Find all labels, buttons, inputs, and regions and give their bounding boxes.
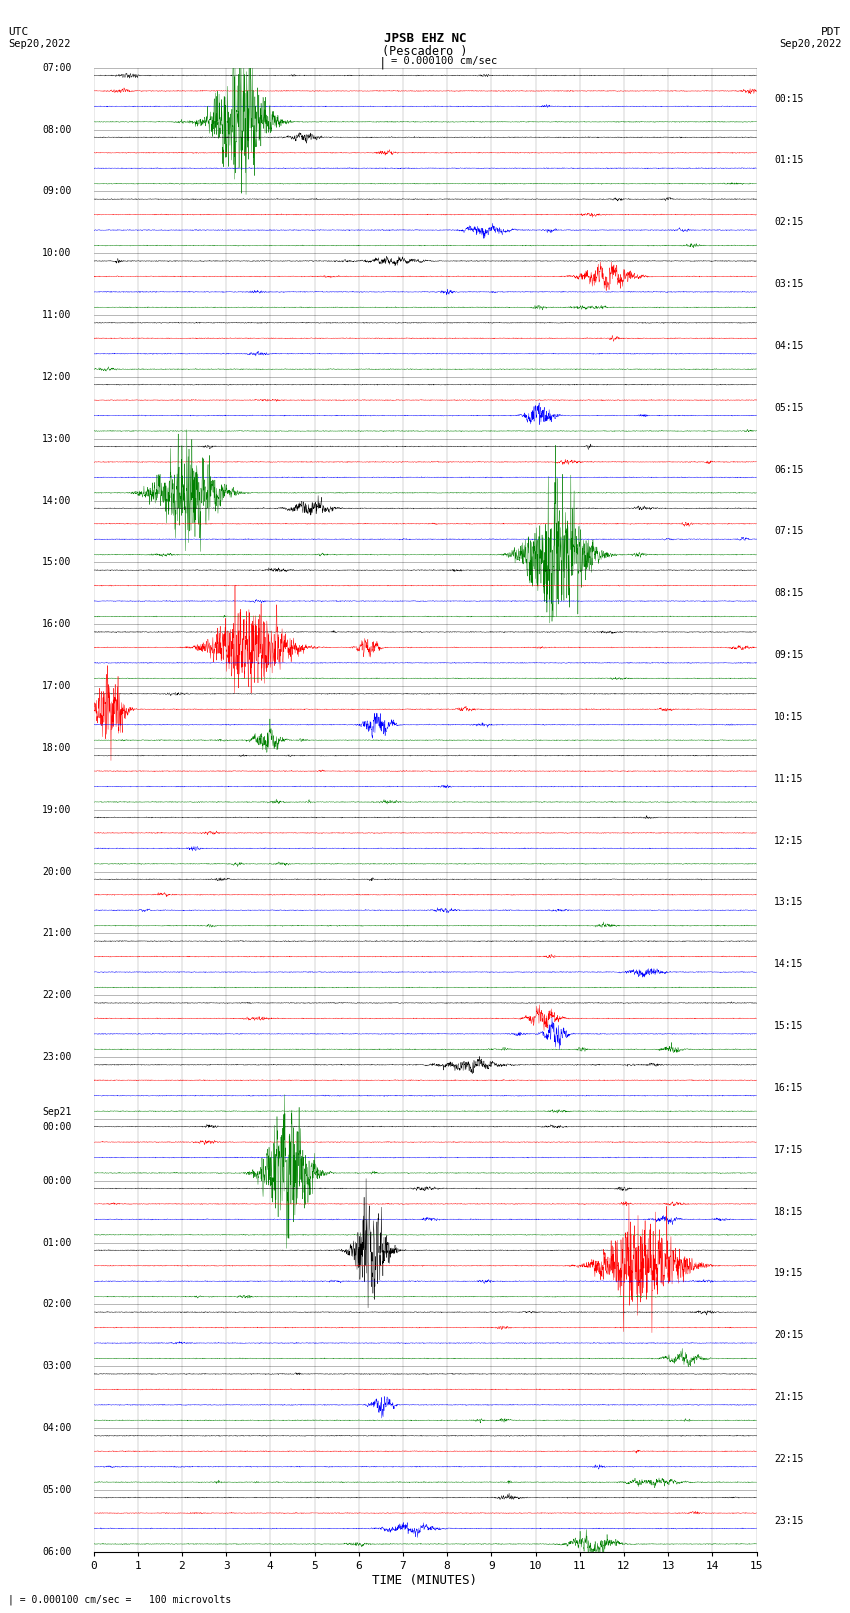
Text: 12:15: 12:15 bbox=[774, 836, 803, 845]
Text: 00:00: 00:00 bbox=[42, 1121, 71, 1132]
Text: 08:00: 08:00 bbox=[42, 124, 71, 134]
Text: 15:00: 15:00 bbox=[42, 558, 71, 568]
Text: (Pescadero ): (Pescadero ) bbox=[382, 45, 468, 58]
Text: 04:15: 04:15 bbox=[774, 340, 803, 352]
Text: 07:00: 07:00 bbox=[42, 63, 71, 73]
Text: 22:15: 22:15 bbox=[774, 1453, 803, 1465]
Text: 02:00: 02:00 bbox=[42, 1300, 71, 1310]
Text: 17:00: 17:00 bbox=[42, 681, 71, 690]
Text: 15:15: 15:15 bbox=[774, 1021, 803, 1031]
Text: 01:00: 01:00 bbox=[42, 1237, 71, 1247]
Text: 00:15: 00:15 bbox=[774, 94, 803, 103]
Text: 11:15: 11:15 bbox=[774, 774, 803, 784]
Text: 20:15: 20:15 bbox=[774, 1331, 803, 1340]
X-axis label: TIME (MINUTES): TIME (MINUTES) bbox=[372, 1574, 478, 1587]
Text: Sep20,2022: Sep20,2022 bbox=[8, 39, 71, 48]
Text: 17:15: 17:15 bbox=[774, 1145, 803, 1155]
Text: 14:00: 14:00 bbox=[42, 495, 71, 505]
Text: 07:15: 07:15 bbox=[774, 526, 803, 537]
Text: 22:00: 22:00 bbox=[42, 990, 71, 1000]
Text: 21:15: 21:15 bbox=[774, 1392, 803, 1402]
Text: JPSB EHZ NC: JPSB EHZ NC bbox=[383, 32, 467, 45]
Text: = 0.000100 cm/sec: = 0.000100 cm/sec bbox=[391, 56, 497, 66]
Text: 20:00: 20:00 bbox=[42, 866, 71, 876]
Text: 19:00: 19:00 bbox=[42, 805, 71, 815]
Text: Sep20,2022: Sep20,2022 bbox=[779, 39, 842, 48]
Text: 12:00: 12:00 bbox=[42, 373, 71, 382]
Text: Sep21: Sep21 bbox=[42, 1108, 71, 1118]
Text: 21:00: 21:00 bbox=[42, 929, 71, 939]
Text: 10:15: 10:15 bbox=[774, 711, 803, 723]
Text: | = 0.000100 cm/sec =   100 microvolts: | = 0.000100 cm/sec = 100 microvolts bbox=[8, 1594, 232, 1605]
Text: 19:15: 19:15 bbox=[774, 1268, 803, 1279]
Text: 09:00: 09:00 bbox=[42, 187, 71, 197]
Text: 14:15: 14:15 bbox=[774, 960, 803, 969]
Text: 05:00: 05:00 bbox=[42, 1486, 71, 1495]
Text: 11:00: 11:00 bbox=[42, 310, 71, 319]
Text: 02:15: 02:15 bbox=[774, 218, 803, 227]
Text: 04:00: 04:00 bbox=[42, 1423, 71, 1432]
Text: UTC: UTC bbox=[8, 27, 29, 37]
Text: 03:15: 03:15 bbox=[774, 279, 803, 289]
Text: 03:00: 03:00 bbox=[42, 1361, 71, 1371]
Text: 23:15: 23:15 bbox=[774, 1516, 803, 1526]
Text: 05:15: 05:15 bbox=[774, 403, 803, 413]
Text: 16:00: 16:00 bbox=[42, 619, 71, 629]
Text: |: | bbox=[379, 56, 387, 69]
Text: 09:15: 09:15 bbox=[774, 650, 803, 660]
Text: 13:15: 13:15 bbox=[774, 897, 803, 908]
Text: 18:00: 18:00 bbox=[42, 744, 71, 753]
Text: 00:00: 00:00 bbox=[42, 1176, 71, 1186]
Text: 18:15: 18:15 bbox=[774, 1207, 803, 1216]
Text: PDT: PDT bbox=[821, 27, 842, 37]
Text: 10:00: 10:00 bbox=[42, 248, 71, 258]
Text: 08:15: 08:15 bbox=[774, 589, 803, 598]
Text: 23:00: 23:00 bbox=[42, 1052, 71, 1061]
Text: 06:00: 06:00 bbox=[42, 1547, 71, 1557]
Text: 16:15: 16:15 bbox=[774, 1082, 803, 1094]
Text: 13:00: 13:00 bbox=[42, 434, 71, 444]
Text: 01:15: 01:15 bbox=[774, 155, 803, 166]
Text: 06:15: 06:15 bbox=[774, 465, 803, 474]
